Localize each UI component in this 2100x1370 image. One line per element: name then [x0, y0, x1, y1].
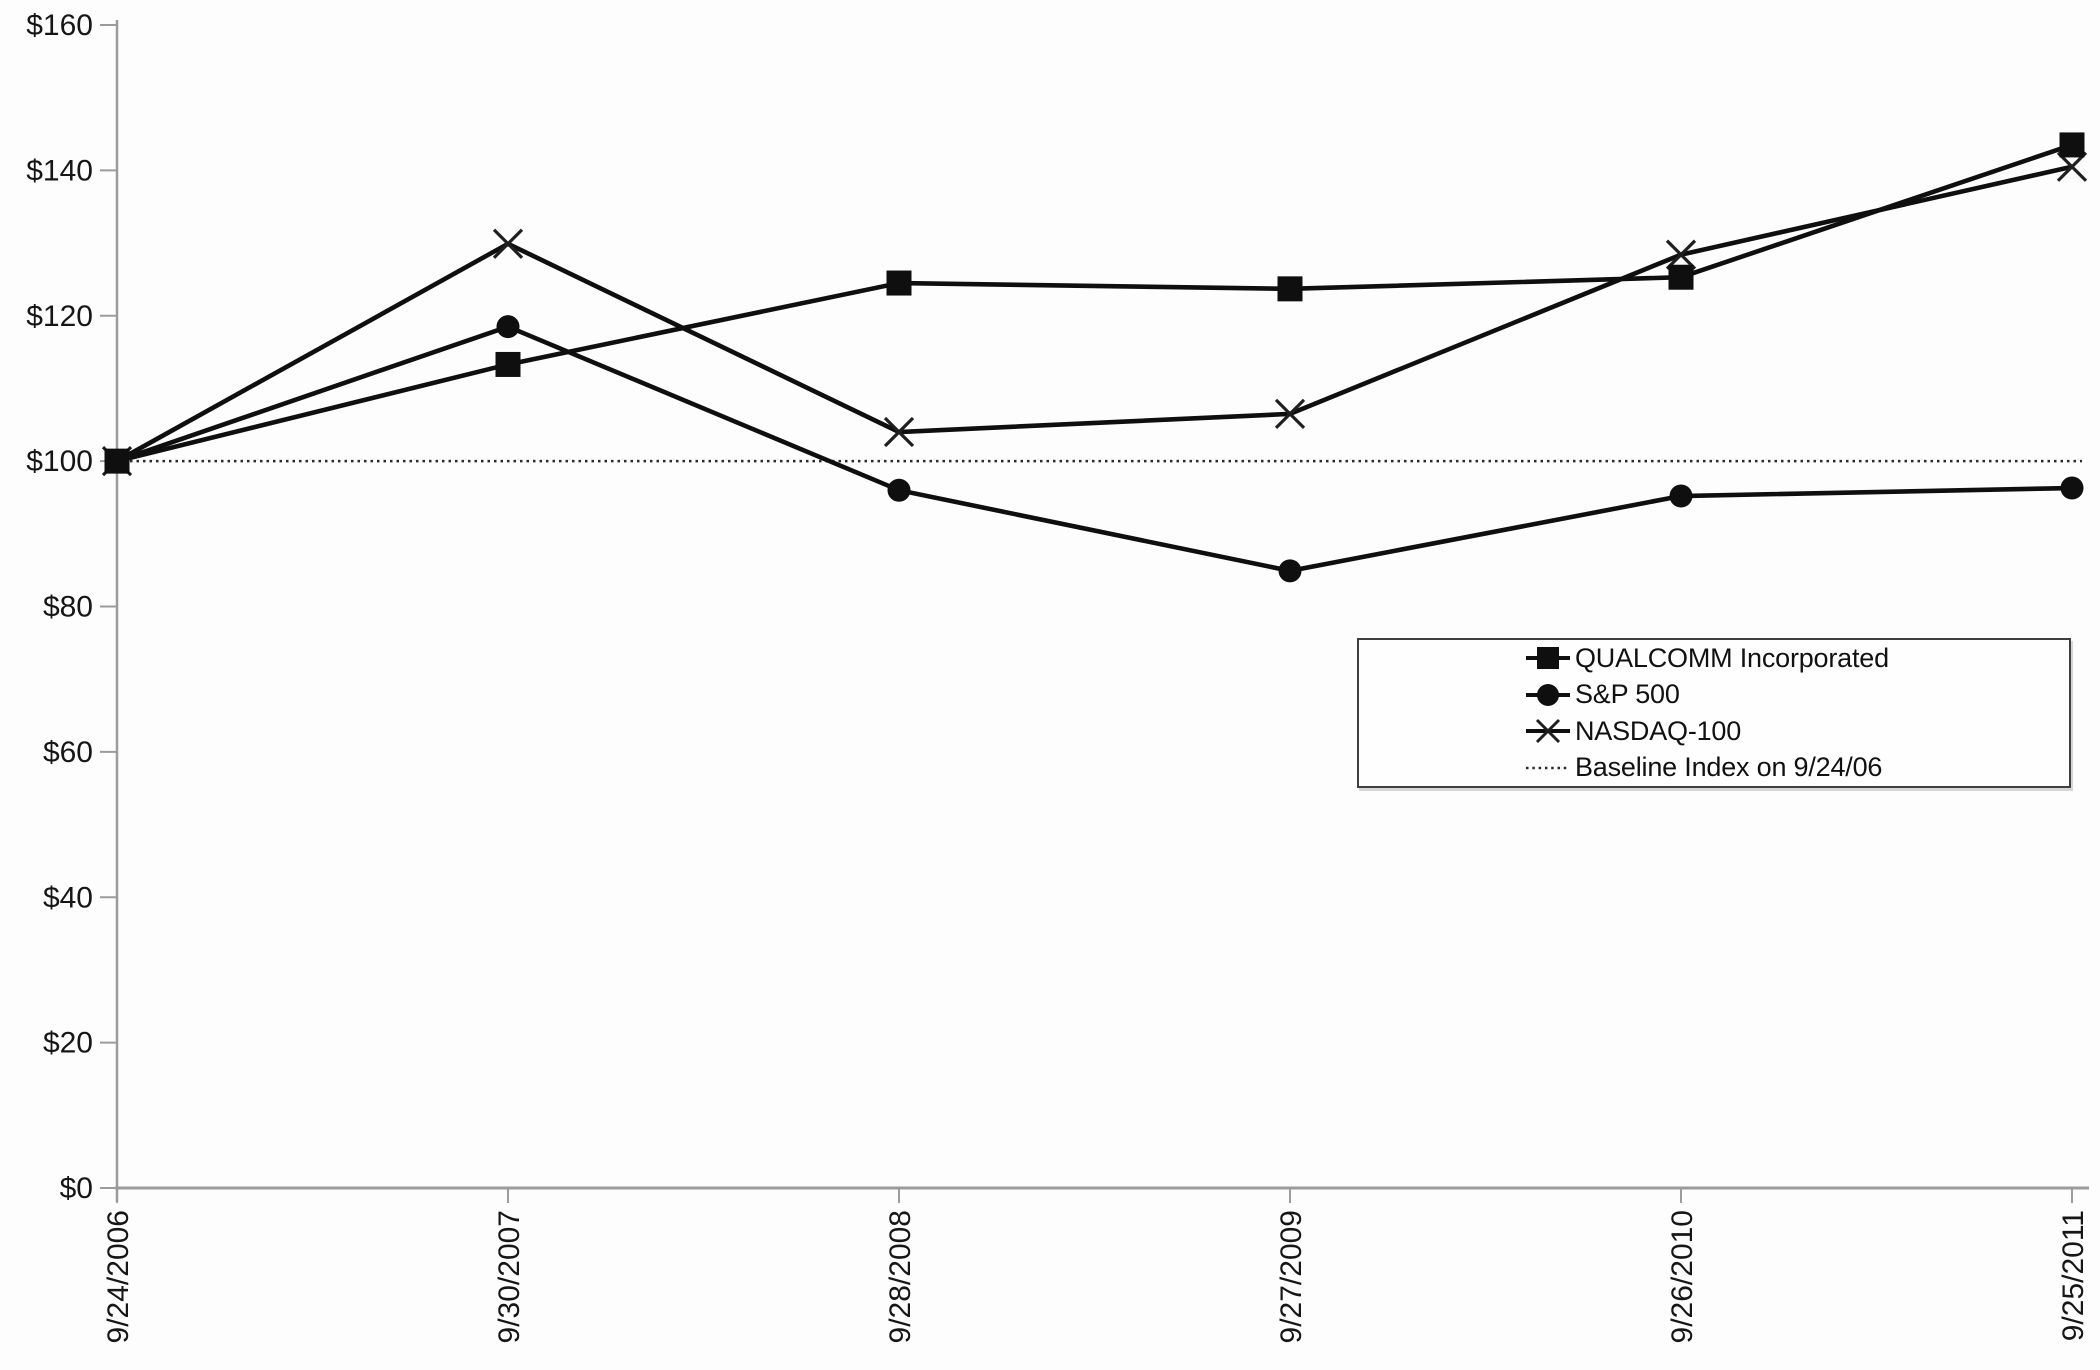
- square-marker: [104, 448, 130, 474]
- square-marker: [1668, 264, 1694, 290]
- square-marker: [2059, 132, 2085, 158]
- series-nasdaq-100: [101, 151, 2088, 477]
- x-axis-label: 9/26/2010: [1666, 1210, 1699, 1343]
- legend-item-qualcomm: QUALCOMM Incorporated: [1525, 640, 2069, 677]
- legend-item-nasdaq: NASDAQ-100: [1525, 713, 2069, 750]
- y-axis: $0 $20 $40 $60 $80 $100 $120 $140 $160: [26, 9, 119, 1205]
- legend-item-sp500: S&P 500: [1525, 677, 2069, 714]
- square-marker: [495, 351, 521, 377]
- circle-marker: [2060, 476, 2084, 500]
- circle-marker: [1669, 484, 1693, 508]
- y-axis-label: $20: [43, 1027, 93, 1060]
- legend-item-baseline: Baseline Index on 9/24/06: [1525, 750, 2069, 787]
- series-qualcomm-incorporated: [104, 132, 2085, 474]
- legend-label: Baseline Index on 9/24/06: [1575, 752, 1883, 783]
- y-axis-label: $100: [26, 445, 93, 478]
- x-axis-label: 9/30/2007: [493, 1210, 526, 1343]
- x-axis-label: 9/27/2009: [1275, 1210, 1308, 1343]
- legend-label: S&P 500: [1575, 679, 1680, 710]
- circle-marker: [887, 478, 911, 502]
- x-marker: [1274, 398, 1306, 430]
- square-marker-icon: [1526, 647, 1570, 670]
- square-marker: [886, 270, 912, 296]
- x-axis: 9/24/2006 9/30/2007 9/28/2008 9/27/2009 9/26…: [102, 1186, 2090, 1343]
- x-marker: [883, 416, 915, 448]
- y-axis-label: $0: [60, 1172, 93, 1205]
- dotted-line-icon: [1526, 766, 1568, 769]
- x-marker-icon: [1526, 719, 1570, 744]
- legend-label: QUALCOMM Incorporated: [1575, 642, 1889, 673]
- x-axis-label: 9/25/2011: [2057, 1210, 2090, 1341]
- square-marker: [1277, 276, 1303, 302]
- legend-box: QUALCOMM Incorporated S&P 500 NASDAQ-100…: [1357, 638, 2071, 788]
- y-axis-label: $40: [43, 881, 93, 914]
- circle-marker: [1278, 559, 1302, 583]
- y-axis-label: $120: [26, 300, 93, 333]
- x-marker: [492, 228, 524, 259]
- x-axis-label: 9/28/2008: [884, 1210, 917, 1343]
- y-axis-label: $80: [43, 591, 93, 624]
- y-axis-label: $140: [26, 154, 93, 187]
- y-axis-label: $160: [26, 9, 93, 42]
- series-s-p-500: [105, 315, 2084, 583]
- circle-marker-icon: [1526, 683, 1570, 706]
- circle-marker: [496, 315, 520, 339]
- y-axis-label: $60: [43, 736, 93, 769]
- x-marker: [1665, 239, 1697, 270]
- legend-label: NASDAQ-100: [1575, 715, 1742, 746]
- x-axis-label: 9/24/2006: [102, 1210, 135, 1343]
